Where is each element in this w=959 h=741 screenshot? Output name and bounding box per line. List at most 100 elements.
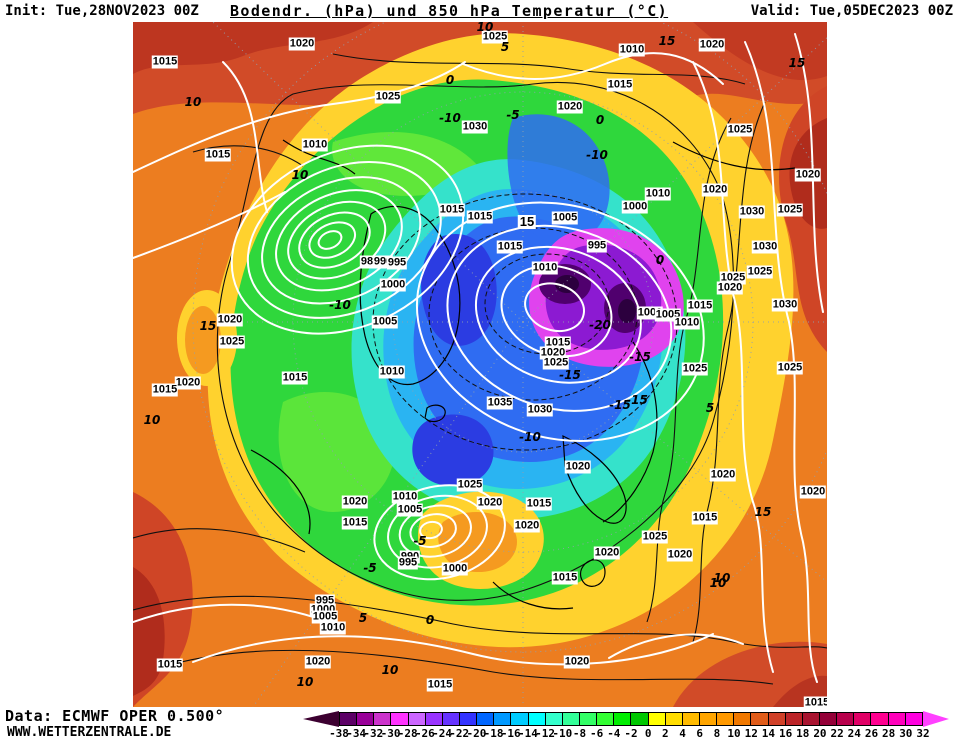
colorbar-cell	[459, 713, 478, 725]
colorbar-tick: -30	[380, 727, 401, 740]
temperature-label: 5	[705, 401, 715, 415]
temperature-label: 0	[445, 73, 455, 87]
pressure-label: 1010	[391, 490, 419, 504]
colorbar-tick: -8	[572, 727, 587, 740]
colorbar-tick: 28	[882, 727, 896, 740]
pressure-label: 1000	[621, 200, 649, 214]
colorbar-cell	[648, 713, 666, 725]
pressure-label: 1010	[378, 365, 406, 379]
pressure-label: 1020	[288, 37, 316, 51]
pressure-label: 1020	[556, 100, 584, 114]
colorbar-tick: -38	[329, 727, 349, 740]
temperature-label-boxed: 15	[517, 214, 537, 229]
pressure-label: 1020	[539, 346, 567, 360]
pressure-label: 1015	[606, 78, 634, 92]
website-label: WWW.WETTERZENTRALE.DE	[7, 725, 172, 740]
temperature-label: -10	[329, 298, 351, 312]
temperature-label: 10	[296, 675, 314, 689]
graticule-layer	[192, 22, 827, 707]
pressure-label: 1015	[803, 696, 827, 707]
temperature-label: 0	[655, 253, 665, 267]
pressure-label: 1020	[513, 519, 541, 533]
colorbar-tick: -26	[414, 727, 435, 740]
temperature-label: -10	[586, 148, 608, 162]
colorbar-tick: -12	[535, 727, 556, 740]
temperature-label: -15	[609, 398, 631, 412]
pressure-label: 1025	[456, 478, 484, 492]
temperature-label: -10	[519, 430, 541, 444]
pressure-label: 995	[386, 256, 408, 270]
colorbar-tick: 12	[744, 727, 758, 740]
temperature-label: -15	[626, 393, 648, 407]
pressure-label: 1025	[776, 361, 804, 375]
colorbar-tick: -28	[397, 727, 418, 740]
pressure-label: 1015	[151, 383, 179, 397]
colorbar-tick: 22	[830, 727, 844, 740]
pressure-label: 1025	[641, 530, 669, 544]
colorbar-tick: -32	[363, 727, 384, 740]
temperature-label: 10	[184, 95, 202, 109]
colorbar-tick: 18	[796, 727, 810, 740]
pressure-label: 1030	[751, 240, 779, 254]
pressure-label: 1015	[544, 336, 572, 350]
data-source-label: Data: ECMWF OPER 0.500°	[5, 707, 225, 725]
colorbar-cell	[717, 713, 735, 725]
colorbar-tick: -6	[590, 727, 604, 740]
colorbar-cell	[562, 713, 580, 725]
colorbar-tick: 8	[713, 727, 721, 740]
temperature-label: 10	[713, 571, 731, 585]
temperature-label: -15	[559, 368, 581, 382]
colorbar-cell	[819, 713, 838, 725]
pressure-label: 1010	[618, 43, 646, 57]
pressure-label: 1015	[686, 299, 714, 313]
pressure-label: 1005	[551, 211, 579, 225]
pressure-label: 1020	[701, 183, 729, 197]
temperature-colorbar: -38 -34 -32 -30 -28 -26 -24 -22 -20 -18 -16 -14 -12-…	[303, 711, 957, 741]
page-title: Bodendr. (hPa) und 850 hPa Temperatur (°…	[230, 2, 669, 20]
colorbar-cell	[734, 713, 752, 725]
colorbar-tick: 16	[778, 727, 793, 740]
pressure-label: 1030	[771, 298, 799, 312]
colorbar-cell	[837, 713, 855, 725]
temperature-label: -20	[589, 318, 611, 332]
pressure-label: 1020	[666, 548, 694, 562]
temperature-label: 15	[788, 56, 806, 70]
pressure-label: 1010	[319, 621, 347, 635]
colorbar-tick: 6	[696, 727, 704, 740]
colorbar-cell	[597, 713, 615, 725]
colorbar-cell	[682, 713, 700, 725]
pressure-label: 1015	[691, 511, 719, 525]
colorbar-cell	[631, 713, 649, 725]
colorbar-tick: -16	[500, 727, 521, 740]
colorbar-tick: -4	[607, 727, 621, 740]
temperature-label: -15	[629, 350, 651, 364]
pressure-label: 1020	[593, 546, 621, 560]
pressure-label: 1020	[341, 495, 369, 509]
pressure-label: 1025	[218, 335, 246, 349]
pressure-label: 1020	[799, 485, 827, 499]
pressure-label: 1020	[216, 313, 244, 327]
colorbar-cells	[339, 712, 923, 726]
colorbar-cell	[477, 713, 495, 725]
pressure-label: 1025	[726, 123, 754, 137]
temperature-label: 10	[381, 663, 399, 677]
pressure-label: 1010	[673, 316, 701, 330]
pressure-label: 1005	[371, 315, 399, 329]
temperature-label: 10	[143, 413, 161, 427]
colorbar-cell	[665, 713, 683, 725]
pressure-label: 995	[586, 239, 608, 253]
temperature-label: -5	[413, 534, 427, 548]
pressure-label: 1020	[476, 496, 504, 510]
colorbar-cell	[854, 713, 872, 725]
colorbar-tick: 30	[899, 727, 913, 740]
temperature-label: -5	[363, 561, 377, 575]
pressure-label: 1020	[174, 376, 202, 390]
pressure-label: 1005	[396, 503, 424, 517]
pressure-label: 1020	[563, 655, 591, 669]
pressure-label: 1015	[551, 571, 579, 585]
pressure-label: 1015	[496, 240, 524, 254]
pressure-label: 1015	[156, 658, 184, 672]
pressure-label: 1015	[438, 203, 466, 217]
pressure-label: 1015	[341, 516, 369, 530]
colorbar-tick: -2	[624, 727, 638, 740]
